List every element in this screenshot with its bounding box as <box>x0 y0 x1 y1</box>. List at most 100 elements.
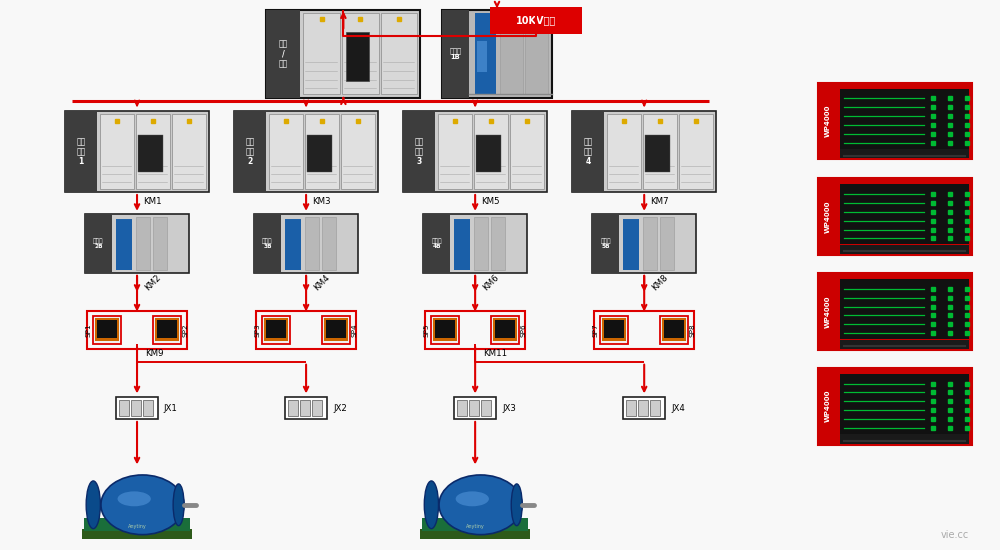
FancyBboxPatch shape <box>285 217 301 270</box>
FancyBboxPatch shape <box>305 114 339 189</box>
FancyBboxPatch shape <box>266 9 300 98</box>
Ellipse shape <box>439 475 522 535</box>
Text: SP7: SP7 <box>592 323 598 337</box>
FancyBboxPatch shape <box>602 318 626 341</box>
FancyBboxPatch shape <box>119 400 129 416</box>
Text: 变压器
3B: 变压器 3B <box>262 238 273 249</box>
FancyBboxPatch shape <box>500 13 523 95</box>
FancyBboxPatch shape <box>491 217 505 270</box>
FancyBboxPatch shape <box>285 397 327 419</box>
FancyBboxPatch shape <box>342 13 379 95</box>
FancyBboxPatch shape <box>85 214 112 273</box>
Text: Anytiny: Anytiny <box>466 524 485 529</box>
Text: SP5: SP5 <box>423 323 429 337</box>
Ellipse shape <box>101 475 184 535</box>
FancyBboxPatch shape <box>491 316 519 344</box>
Text: 变压器
2B: 变压器 2B <box>93 238 104 249</box>
FancyBboxPatch shape <box>840 434 969 444</box>
Text: SP8: SP8 <box>690 323 696 337</box>
Text: 数字
电源
1: 数字 电源 1 <box>76 138 85 166</box>
Text: 变压器
5B: 变压器 5B <box>600 238 611 249</box>
Text: SP3: SP3 <box>254 323 260 337</box>
FancyBboxPatch shape <box>840 279 969 339</box>
FancyBboxPatch shape <box>481 400 491 416</box>
Text: WP4000: WP4000 <box>825 200 831 233</box>
FancyBboxPatch shape <box>300 400 310 416</box>
FancyBboxPatch shape <box>840 184 969 244</box>
FancyBboxPatch shape <box>510 114 544 189</box>
FancyBboxPatch shape <box>136 217 150 270</box>
FancyBboxPatch shape <box>650 400 660 416</box>
Text: KM6: KM6 <box>481 273 501 293</box>
FancyBboxPatch shape <box>638 400 648 416</box>
FancyBboxPatch shape <box>645 135 670 172</box>
FancyBboxPatch shape <box>97 320 117 338</box>
FancyBboxPatch shape <box>572 111 604 192</box>
FancyBboxPatch shape <box>157 320 177 338</box>
FancyBboxPatch shape <box>422 518 528 531</box>
FancyBboxPatch shape <box>525 13 548 95</box>
Text: WP4000: WP4000 <box>825 104 831 138</box>
FancyBboxPatch shape <box>435 320 455 338</box>
FancyBboxPatch shape <box>840 245 969 254</box>
FancyBboxPatch shape <box>454 397 496 419</box>
FancyBboxPatch shape <box>840 340 969 349</box>
Text: vie.cc: vie.cc <box>941 530 969 540</box>
FancyBboxPatch shape <box>431 316 459 344</box>
FancyBboxPatch shape <box>818 367 972 444</box>
FancyBboxPatch shape <box>324 318 348 341</box>
FancyBboxPatch shape <box>116 397 158 419</box>
FancyBboxPatch shape <box>592 214 619 273</box>
Text: KM4: KM4 <box>312 273 332 293</box>
FancyBboxPatch shape <box>326 320 346 338</box>
FancyBboxPatch shape <box>93 316 121 344</box>
FancyBboxPatch shape <box>346 32 369 80</box>
FancyBboxPatch shape <box>341 114 375 189</box>
FancyBboxPatch shape <box>840 374 969 434</box>
FancyBboxPatch shape <box>266 320 286 338</box>
Text: JX4: JX4 <box>671 404 685 412</box>
FancyBboxPatch shape <box>116 217 132 270</box>
Text: KM3: KM3 <box>312 197 331 206</box>
FancyBboxPatch shape <box>643 114 677 189</box>
FancyBboxPatch shape <box>100 114 134 189</box>
FancyBboxPatch shape <box>818 178 837 255</box>
FancyBboxPatch shape <box>572 111 716 192</box>
Text: WP4000: WP4000 <box>825 390 831 422</box>
FancyBboxPatch shape <box>303 13 340 95</box>
FancyBboxPatch shape <box>643 217 657 270</box>
Text: JX2: JX2 <box>333 404 347 412</box>
FancyBboxPatch shape <box>423 214 450 273</box>
FancyBboxPatch shape <box>433 318 457 341</box>
Ellipse shape <box>118 491 151 507</box>
Text: WP4000: WP4000 <box>825 295 831 328</box>
Text: KM5: KM5 <box>481 197 500 206</box>
FancyBboxPatch shape <box>600 316 628 344</box>
FancyBboxPatch shape <box>474 217 488 270</box>
FancyBboxPatch shape <box>660 217 674 270</box>
FancyBboxPatch shape <box>403 111 435 192</box>
FancyBboxPatch shape <box>322 316 350 344</box>
FancyBboxPatch shape <box>490 7 582 34</box>
FancyBboxPatch shape <box>131 400 141 416</box>
Ellipse shape <box>456 491 489 507</box>
FancyBboxPatch shape <box>153 217 167 270</box>
FancyBboxPatch shape <box>82 530 192 540</box>
FancyBboxPatch shape <box>818 273 972 350</box>
FancyBboxPatch shape <box>818 178 972 255</box>
Text: 数字
电源
3: 数字 电源 3 <box>414 138 424 166</box>
FancyBboxPatch shape <box>626 400 636 416</box>
FancyBboxPatch shape <box>454 217 470 270</box>
Text: JX1: JX1 <box>164 404 178 412</box>
Text: Anytiny: Anytiny <box>128 524 146 529</box>
FancyBboxPatch shape <box>288 400 298 416</box>
Text: SP4: SP4 <box>352 323 358 337</box>
FancyBboxPatch shape <box>438 114 472 189</box>
FancyBboxPatch shape <box>474 114 508 189</box>
Text: 变压器
4B: 变压器 4B <box>431 238 442 249</box>
FancyBboxPatch shape <box>312 400 322 416</box>
FancyBboxPatch shape <box>818 82 837 160</box>
FancyBboxPatch shape <box>493 318 517 341</box>
FancyBboxPatch shape <box>840 149 969 158</box>
Ellipse shape <box>86 481 100 529</box>
